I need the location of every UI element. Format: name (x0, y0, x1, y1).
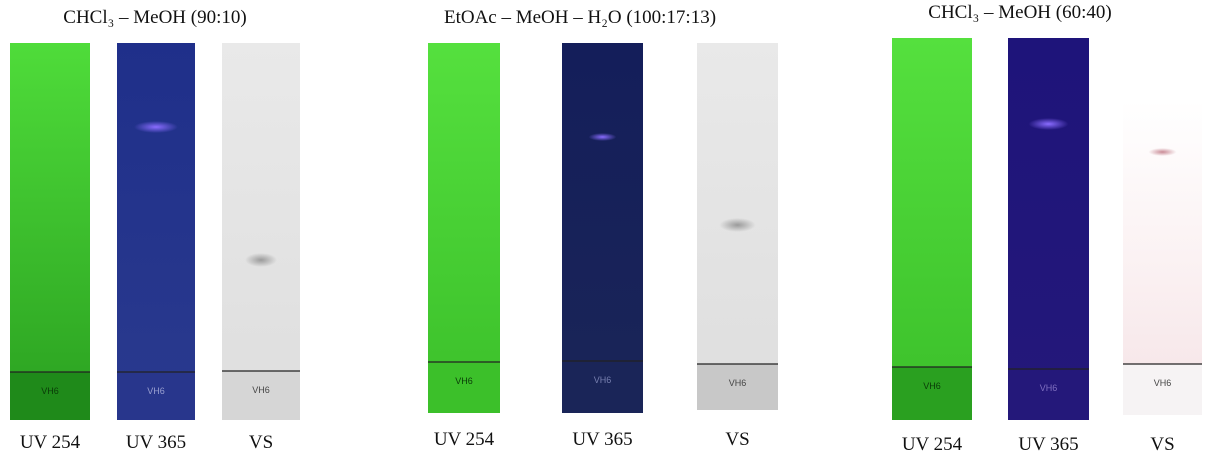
plate-label: VS (725, 429, 749, 450)
plate-label: UV 365 (126, 432, 186, 453)
tlc-plate (562, 43, 643, 413)
sample-label: VH6 (594, 375, 612, 385)
sample-label: VH6 (1040, 383, 1058, 393)
tlc-plate (117, 43, 195, 420)
spot (245, 253, 277, 267)
plate-label: UV 254 (434, 429, 495, 450)
plate-origin-zone (1008, 369, 1089, 420)
tlc-plate (1008, 38, 1089, 420)
plate-origin-zone (428, 362, 500, 413)
plate-origin-zone (10, 372, 90, 420)
plate-label: VS (1150, 434, 1174, 455)
plate-origin-zone (697, 364, 778, 410)
plate-origin-zone (1123, 364, 1202, 415)
sample-label: VH6 (1154, 378, 1172, 388)
plate-label: UV 254 (902, 434, 963, 455)
spot (1028, 118, 1069, 130)
sample-label: VH6 (41, 386, 59, 396)
spot (719, 218, 756, 232)
panel-title: CHCl₃ – MeOH (60:40) (928, 2, 1111, 23)
tlc-plate (10, 43, 90, 420)
tlc-plate (428, 43, 500, 413)
plate-origin-zone (222, 371, 300, 420)
tlc-plate (892, 38, 972, 420)
sample-label: VH6 (729, 378, 747, 388)
panel-title: EtOAc – MeOH – H₂O (100:17:13) (444, 7, 716, 28)
sample-label: VH6 (252, 385, 270, 395)
plate-origin-zone (117, 372, 195, 420)
spot (588, 133, 617, 141)
plate-label: UV 365 (572, 429, 632, 450)
spot (1148, 148, 1177, 156)
plate-origin-zone (562, 361, 643, 413)
panel-title: CHCl₃ – MeOH (90:10) (63, 7, 246, 28)
tlc-plate (222, 43, 300, 420)
plate-origin-zone (892, 367, 972, 420)
sample-label: VH6 (923, 381, 941, 391)
plate-label: UV 365 (1018, 434, 1078, 455)
plate-label: VS (249, 432, 273, 453)
sample-label: VH6 (455, 376, 473, 386)
plate-label: UV 254 (20, 432, 81, 453)
spot (134, 121, 178, 133)
sample-label: VH6 (147, 386, 165, 396)
